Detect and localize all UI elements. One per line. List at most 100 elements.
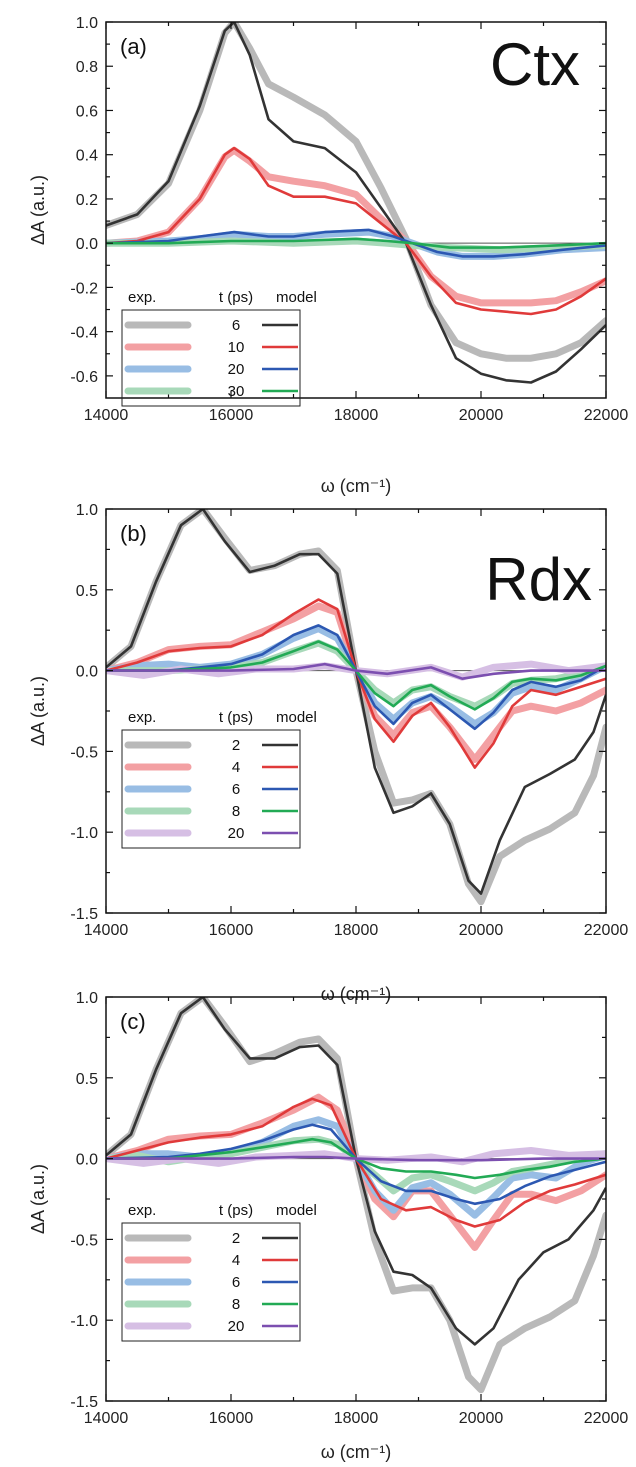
series-model-4ps [106, 598, 606, 769]
legend-time-label: 6 [232, 1274, 240, 1291]
series-model-6ps [106, 1123, 606, 1206]
legend-box [121, 309, 301, 407]
legend-header-t: t (ps) [219, 709, 253, 726]
series-model-20ps [106, 1155, 606, 1162]
y-tick-label: -0.6 [70, 369, 98, 386]
legend-time-label: 6 [232, 781, 240, 798]
y-axis-title: ΔA (a.u.) [28, 1164, 48, 1234]
series-model-10ps [106, 146, 606, 316]
legend-header-model: model [276, 709, 317, 726]
x-tick-label: 16000 [209, 922, 254, 939]
y-tick-label: -1.5 [70, 1394, 98, 1411]
x-tick-label: 22000 [584, 922, 629, 939]
panel-label: (a) [120, 34, 147, 59]
series-exp-4ps [106, 602, 606, 763]
x-tick-label: 16000 [209, 1410, 254, 1427]
legend-header-exp: exp. [128, 709, 156, 726]
y-tick-label: 0.0 [76, 1152, 98, 1169]
legend-header-exp: exp. [128, 289, 156, 306]
legend-time-label: 2 [232, 1230, 240, 1247]
y-tick-label: -0.4 [70, 325, 98, 342]
y-tick-label: 0.4 [76, 148, 98, 165]
legend-time-label: 2 [232, 737, 240, 754]
x-axis-title: ω (cm⁻¹) [321, 476, 392, 496]
series-model-6ps [106, 624, 606, 731]
x-tick-label: 22000 [584, 407, 629, 424]
y-tick-label: 0.5 [76, 1071, 98, 1088]
x-tick-label: 18000 [334, 922, 379, 939]
legend-time-label: 10 [228, 339, 245, 356]
series-model-20ps [106, 228, 606, 258]
chart-panel-c: 14000 16000 18000 20000 22000 -1.5 -1.0 -0.5 0.0… [28, 990, 628, 1462]
y-tick-label: -1.5 [70, 906, 98, 923]
series-model-30ps [106, 237, 606, 249]
big-label: Rdx [485, 546, 592, 613]
legend-time-label: 4 [232, 1252, 240, 1269]
legend: exp. t (ps) model 2 4 6 8 20 [121, 709, 317, 849]
y-tick-label: 0.6 [76, 103, 98, 120]
legend-header-t: t (ps) [219, 1202, 253, 1219]
series-model-2ps [106, 509, 606, 895]
legend-box [121, 1222, 301, 1342]
panel-label: (b) [120, 521, 147, 546]
x-axis-title: ω (cm⁻¹) [321, 1442, 392, 1462]
series-model-8ps [106, 640, 606, 711]
x-tick-label: 18000 [334, 1410, 379, 1427]
x-tick-label: 16000 [209, 407, 254, 424]
series-model-8ps [106, 1137, 606, 1180]
series-model-4ps [106, 1097, 606, 1228]
y-tick-label: 0.2 [76, 192, 98, 209]
legend-header-t: t (ps) [219, 289, 253, 306]
y-tick-label: 1.0 [76, 990, 98, 1007]
y-tick-label: -0.5 [70, 744, 98, 761]
y-tick-label: 0.0 [76, 664, 98, 681]
chart-panel-a: 14000 16000 18000 20000 22000 -0.6 -0.4 -0.2 0.0… [28, 15, 628, 496]
x-tick-label: 18000 [334, 407, 379, 424]
series-exp-2ps [106, 509, 606, 906]
y-axis-title: ΔA (a.u.) [28, 676, 48, 746]
series-model-6ps [106, 22, 606, 384]
y-tick-label: 0.8 [76, 59, 98, 76]
y-tick-label: 1.0 [76, 502, 98, 519]
legend-header-model: model [276, 1202, 317, 1219]
y-tick-label: -1.0 [70, 1313, 98, 1330]
chart-panel-b: 14000 16000 18000 20000 22000 -1.5 -1.0 -0.5 0.0… [28, 502, 628, 1004]
plot-area [106, 22, 606, 384]
y-tick-label: 0.5 [76, 583, 98, 600]
x-axis-title: ω (cm⁻¹) [321, 984, 392, 1004]
plot-area [106, 997, 606, 1394]
legend-time-label: 20 [228, 825, 245, 842]
legend: exp. t (ps) model 2 4 6 8 20 [121, 1202, 317, 1342]
series-exp-2ps [106, 997, 606, 1394]
legend-time-label: 8 [232, 803, 240, 820]
x-tick-label: 14000 [84, 407, 129, 424]
legend-header-model: model [276, 289, 317, 306]
series-model-20ps [106, 662, 606, 680]
series-model-2ps [106, 997, 606, 1346]
x-tick-label: 22000 [584, 1410, 629, 1427]
big-label: Ctx [490, 31, 580, 98]
legend-time-label: 20 [228, 1318, 245, 1335]
y-tick-label: 1.0 [76, 15, 98, 32]
x-tick-label: 14000 [84, 922, 129, 939]
plot-area [106, 509, 606, 906]
y-tick-label: -1.0 [70, 825, 98, 842]
legend-time-label: 4 [232, 759, 240, 776]
legend-time-label: 20 [228, 361, 245, 378]
legend: exp. t (ps) model 6 10 20 30 [121, 289, 317, 407]
legend-box [121, 729, 301, 849]
y-axis-title: ΔA (a.u.) [28, 175, 48, 245]
x-tick-label: 20000 [459, 407, 504, 424]
legend-time-label: 6 [232, 317, 240, 334]
panel-label: (c) [120, 1009, 146, 1034]
y-tick-label: -0.2 [70, 280, 98, 297]
legend-header-exp: exp. [128, 1202, 156, 1219]
y-tick-label: 0.0 [76, 236, 98, 253]
x-tick-label: 20000 [459, 1410, 504, 1427]
legend-time-label: 30 [228, 383, 245, 400]
x-tick-label: 14000 [84, 1410, 129, 1427]
x-tick-label: 20000 [459, 922, 504, 939]
y-tick-label: -0.5 [70, 1232, 98, 1249]
legend-time-label: 8 [232, 1296, 240, 1313]
